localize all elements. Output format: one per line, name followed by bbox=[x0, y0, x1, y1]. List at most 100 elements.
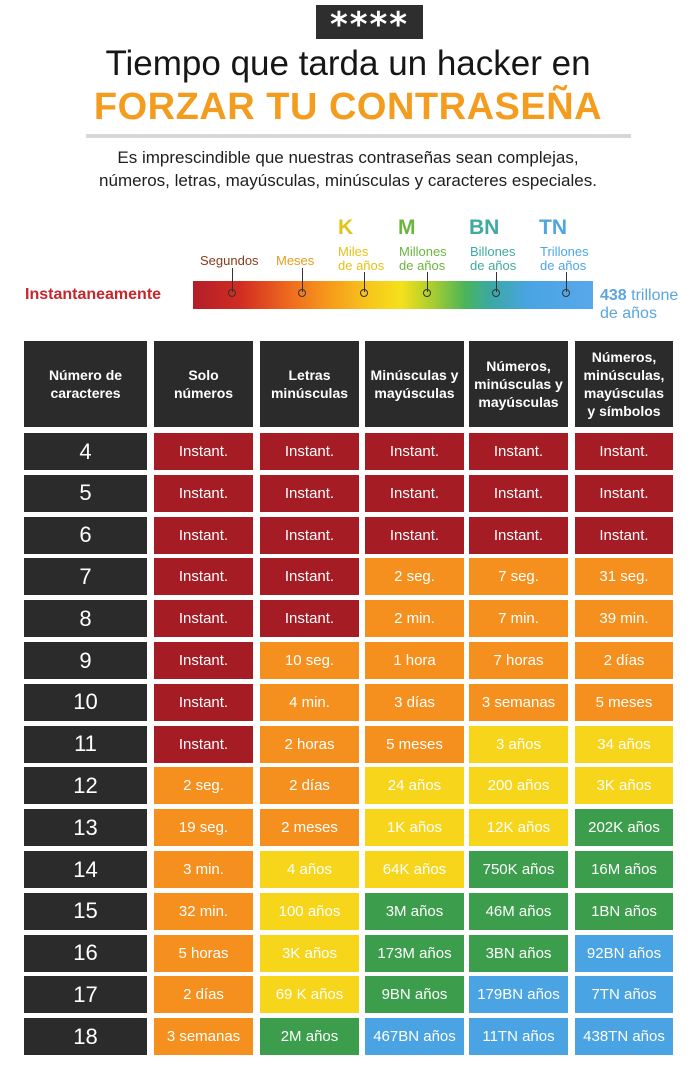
legend-dot-segundos bbox=[228, 289, 236, 297]
legend-m-line1: Millones bbox=[399, 244, 447, 259]
time-cell: 200 años bbox=[469, 767, 568, 805]
column-header-line: Números, bbox=[591, 349, 657, 365]
row-label-13: 13 bbox=[24, 809, 147, 847]
row-label-5: 5 bbox=[24, 474, 147, 512]
time-cell: 7 seg. bbox=[469, 558, 568, 596]
legend-tick-segundos bbox=[232, 268, 233, 292]
row-label-16: 16 bbox=[24, 934, 147, 972]
time-cell: Instant. bbox=[260, 433, 359, 470]
time-cell: 7 min. bbox=[469, 600, 568, 638]
time-cell: 7 horas bbox=[469, 642, 568, 679]
time-cell: 2 seg. bbox=[154, 767, 253, 805]
column-header-line: caracteres bbox=[50, 385, 121, 401]
column-header-5: Números, minúsculas y mayúsculas bbox=[469, 341, 568, 427]
time-cell: 46M años bbox=[469, 892, 568, 930]
legend-tn-line2: de años bbox=[540, 258, 587, 273]
legend-bn-abbr: BN bbox=[469, 216, 500, 239]
time-cell: 24 años bbox=[365, 767, 464, 805]
time-cell: 3 min. bbox=[154, 851, 253, 888]
time-cell: 2 horas bbox=[260, 725, 359, 763]
time-cell: 32 min. bbox=[154, 892, 253, 930]
time-cell: 10 seg. bbox=[260, 642, 359, 679]
column-header-line: minúsculas bbox=[270, 385, 349, 401]
time-cell: 7TN años bbox=[575, 976, 673, 1014]
row-label-4: 4 bbox=[24, 433, 147, 470]
time-cell: 3K años bbox=[575, 767, 673, 805]
legend-gradient-bar bbox=[193, 281, 593, 309]
row-label-11: 11 bbox=[24, 725, 147, 763]
legend-dot-k bbox=[360, 289, 368, 297]
time-cell: Instant. bbox=[154, 433, 253, 470]
legend-meses: Meses bbox=[276, 253, 315, 268]
time-cell: Instant. bbox=[260, 600, 359, 638]
time-cell: 5 horas bbox=[154, 934, 253, 972]
time-cell: Instant. bbox=[154, 474, 253, 512]
page-title: Tiempo que tarda un hacker en bbox=[105, 44, 591, 83]
time-cell: 39 min. bbox=[575, 600, 673, 638]
subtitle-line-1: Es imprescindible que nuestras contraseñ… bbox=[117, 148, 579, 167]
time-cell: 19 seg. bbox=[154, 809, 253, 847]
legend-dot-bn bbox=[492, 289, 500, 297]
column-header-line: mayúsculas bbox=[583, 385, 665, 401]
column-header-line: Minúsculas y bbox=[370, 367, 459, 383]
column-header-line: Números, bbox=[486, 358, 551, 374]
time-cell: 5 meses bbox=[365, 725, 464, 763]
time-cell: 1 hora bbox=[365, 642, 464, 679]
time-cell: 3 semanas bbox=[154, 1018, 253, 1056]
time-cell: 9BN años bbox=[365, 976, 464, 1014]
time-cell: 1K años bbox=[365, 809, 464, 847]
time-cell: Instant. bbox=[575, 474, 673, 512]
time-cell: 2 días bbox=[575, 642, 673, 679]
time-cell: 2 min. bbox=[365, 600, 464, 638]
time-cell: Instant. bbox=[154, 600, 253, 638]
legend-tick-tn bbox=[566, 272, 567, 292]
time-cell: 3BN años bbox=[469, 934, 568, 972]
column-header-line: mayúsculas bbox=[374, 385, 455, 401]
column-header-line: mayúsculas bbox=[478, 394, 559, 410]
time-cell: Instant. bbox=[260, 516, 359, 554]
time-cell: 2 días bbox=[154, 976, 253, 1014]
legend-end-bold: 438 bbox=[600, 287, 627, 304]
legend-bn-line2: de años bbox=[470, 258, 517, 273]
time-cell: 11TN años bbox=[469, 1018, 568, 1056]
legend-m-abbr: M bbox=[398, 216, 416, 239]
time-cell: 4 min. bbox=[260, 683, 359, 721]
time-cell: 2 meses bbox=[260, 809, 359, 847]
column-header-1: Número de caracteres bbox=[24, 341, 147, 427]
time-cell: Instant. bbox=[469, 433, 568, 470]
time-cell: 202K años bbox=[575, 809, 673, 847]
time-cell: 92BN años bbox=[575, 934, 673, 972]
time-cell: Instant. bbox=[365, 474, 464, 512]
row-label-8: 8 bbox=[24, 600, 147, 638]
time-cell: 173M años bbox=[365, 934, 464, 972]
legend-k-line1: Miles bbox=[338, 244, 369, 259]
legend-dot-tn bbox=[562, 289, 570, 297]
row-label-17: 17 bbox=[24, 976, 147, 1014]
column-header-2: Solo números bbox=[154, 341, 253, 427]
time-cell: 12K años bbox=[469, 809, 568, 847]
time-cell: Instant. bbox=[260, 558, 359, 596]
time-cell: 2 días bbox=[260, 767, 359, 805]
legend-m-line2: de años bbox=[399, 258, 446, 273]
time-cell: 3K años bbox=[260, 934, 359, 972]
column-header-line: Solo bbox=[188, 367, 219, 383]
column-header-6: Números, minúsculas, mayúsculas y símbolos bbox=[575, 341, 673, 427]
time-cell: Instant. bbox=[154, 558, 253, 596]
time-cell: Instant. bbox=[260, 474, 359, 512]
column-header-line: minúsculas, bbox=[583, 367, 665, 383]
time-cell: 64K años bbox=[365, 851, 464, 888]
row-label-7: 7 bbox=[24, 558, 147, 596]
legend-tick-meses bbox=[302, 268, 303, 292]
subtitle: Es imprescindible que nuestras contraseñ… bbox=[0, 146, 696, 192]
time-cell: Instant. bbox=[575, 433, 673, 470]
column-header-line: Letras bbox=[288, 367, 331, 383]
legend-k-abbr: K bbox=[338, 216, 354, 239]
password-badge: **** bbox=[316, 5, 423, 45]
row-label-15: 15 bbox=[24, 892, 147, 930]
row-label-10: 10 bbox=[24, 683, 147, 721]
time-cell: 69 K años bbox=[260, 976, 359, 1014]
column-header-line: números bbox=[173, 385, 234, 401]
legend-bn-line1: Billones bbox=[470, 244, 516, 259]
column-header-line: y símbolos bbox=[587, 403, 661, 419]
time-cell: 2M años bbox=[260, 1018, 359, 1056]
